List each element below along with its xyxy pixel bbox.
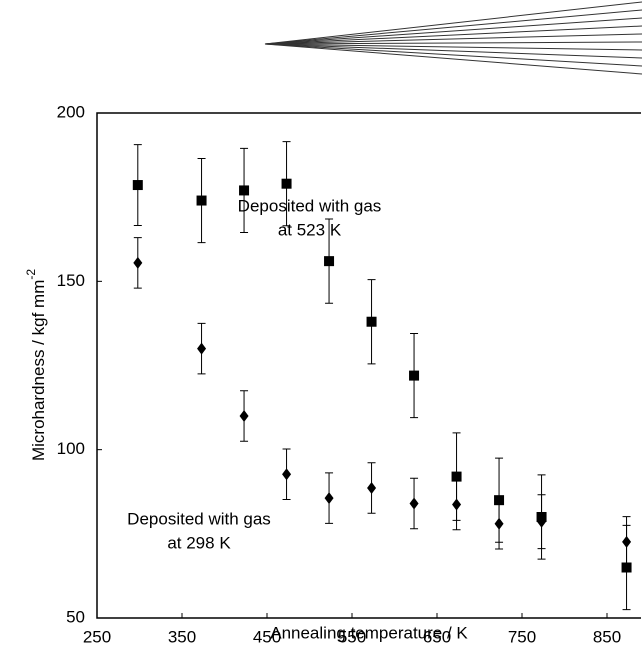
y-tick-label: 150 bbox=[57, 271, 85, 290]
diamond-marker bbox=[197, 342, 207, 355]
square-marker bbox=[281, 178, 292, 189]
square-marker bbox=[366, 316, 377, 327]
diamond-marker bbox=[409, 497, 419, 510]
square-marker bbox=[451, 471, 462, 482]
annotation-line: at 523 K bbox=[278, 221, 342, 240]
x-tick-label: 750 bbox=[508, 627, 536, 645]
diamond-marker bbox=[537, 515, 547, 528]
square-marker bbox=[409, 370, 420, 381]
plot-frame bbox=[96, 112, 641, 619]
square-marker bbox=[239, 185, 250, 196]
square-marker bbox=[324, 256, 335, 267]
diamond-marker bbox=[133, 256, 143, 269]
square-marker bbox=[132, 180, 143, 191]
annotation: Deposited with gas at 523 K bbox=[238, 197, 382, 240]
diamond-marker bbox=[239, 410, 249, 422]
x-axis-label: Annealing temperature / K bbox=[270, 623, 468, 642]
decoration-fan bbox=[264, 1, 642, 75]
x-tick-label: 850 bbox=[593, 627, 621, 645]
y-axis-label-sup: -2 bbox=[24, 269, 38, 280]
diamond-marker bbox=[367, 482, 377, 495]
y-tick-label: 50 bbox=[66, 607, 85, 626]
annotation-line: at 298 K bbox=[167, 534, 231, 553]
diamond-marker bbox=[452, 498, 462, 511]
y-tick-label: 100 bbox=[57, 439, 85, 458]
y-tick-label: 200 bbox=[57, 102, 85, 121]
diamond-marker bbox=[494, 517, 504, 530]
diamond-marker bbox=[622, 535, 632, 548]
diamond-marker bbox=[324, 492, 334, 505]
annotation: Deposited with gas at 298 K bbox=[127, 510, 271, 553]
y-axis-label-main: Microhardness / kgf mm bbox=[29, 280, 48, 461]
square-marker bbox=[196, 195, 207, 206]
diamond-marker bbox=[282, 468, 292, 481]
x-tick-label: 250 bbox=[83, 627, 111, 645]
annotation-line: Deposited with gas bbox=[238, 197, 382, 216]
x-tick-label: 350 bbox=[168, 627, 196, 645]
x-tick-label: 450 bbox=[253, 627, 281, 645]
x-tick-label: 650 bbox=[423, 627, 451, 645]
x-tick-label: 550 bbox=[338, 627, 366, 645]
y-axis-label: Microhardness / kgf mm-2 bbox=[24, 269, 48, 461]
annotation-line: Deposited with gas bbox=[127, 510, 271, 529]
